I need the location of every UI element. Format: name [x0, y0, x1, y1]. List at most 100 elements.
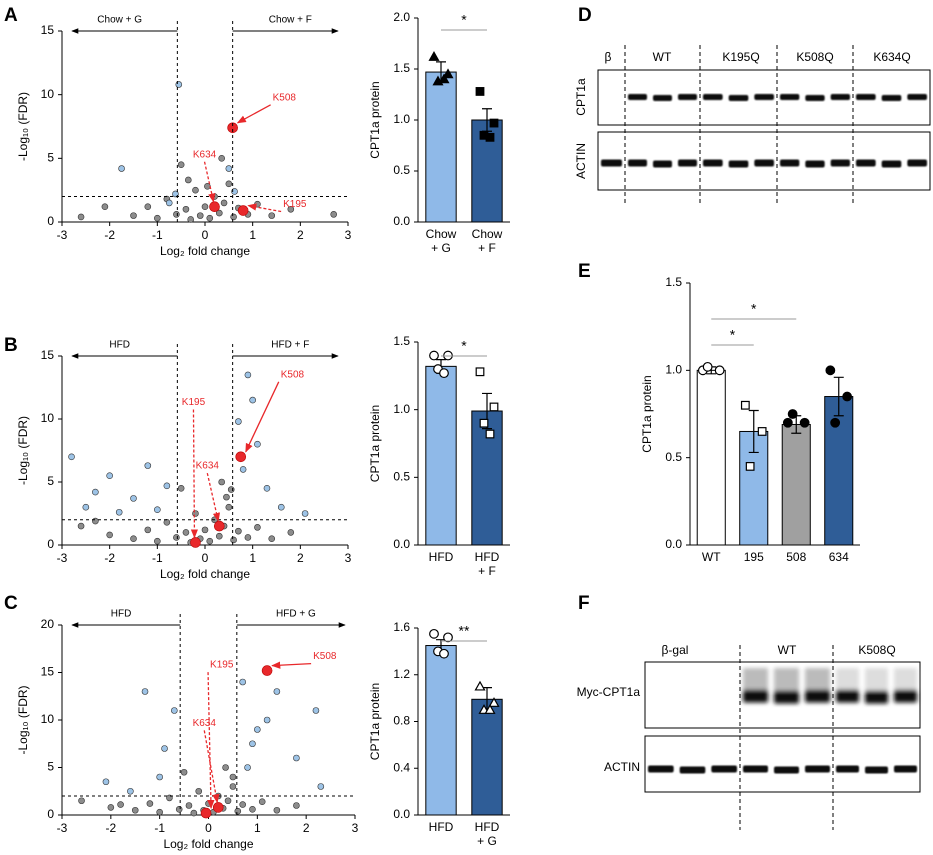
x-tick-label: Chow + G: [425, 227, 457, 255]
lane-label: K195Q: [722, 50, 759, 64]
data-point: [102, 778, 110, 786]
blot-smear: [805, 668, 830, 692]
annotation-arrow: [190, 409, 199, 539]
data-point: [218, 155, 225, 162]
data-point: [222, 764, 229, 771]
data-point: [190, 809, 198, 817]
blot-band: [774, 766, 799, 774]
data-point: [475, 87, 485, 96]
y-tick-label: 15: [41, 23, 55, 37]
x-tick-label: -3: [57, 821, 68, 835]
data-point: [225, 165, 233, 172]
blot-band: [703, 159, 723, 167]
data-point: [154, 506, 161, 514]
data-point: [131, 806, 139, 814]
y-axis-label: CPT1a protein: [368, 405, 382, 482]
data-point: [144, 462, 152, 469]
y-tick-label: 15: [41, 348, 55, 362]
blot-band: [856, 94, 876, 100]
data-point: [239, 678, 246, 686]
data-point: [206, 537, 214, 545]
data-point: [223, 493, 230, 501]
x-tick-label: -2: [104, 228, 115, 242]
annotation-arrow: [271, 661, 312, 669]
x-tick-label: -3: [57, 551, 68, 565]
blot-band: [805, 160, 825, 168]
data-point: [165, 199, 173, 207]
y-axis-label: CPT1a protein: [368, 683, 382, 760]
y-tick-label: 0.5: [393, 470, 410, 484]
blot-band: [805, 95, 825, 101]
data-point: [225, 180, 233, 188]
x-tick-label: 1: [254, 821, 261, 835]
data-point: [115, 508, 123, 516]
data-point: [799, 417, 810, 428]
panel-label: F: [578, 593, 590, 614]
y-tick-label: 0.0: [393, 214, 410, 228]
blot-band: [754, 94, 774, 100]
data-point: [787, 409, 798, 419]
x-tick-label: -2: [105, 821, 116, 835]
data-point: [261, 665, 273, 676]
blot-band: [679, 766, 706, 774]
x-tick-label: WT: [701, 550, 721, 564]
bar: [696, 369, 726, 546]
blot-band: [728, 95, 749, 101]
data-point: [130, 535, 137, 543]
blot-band: [836, 689, 859, 703]
annotation-arrow: [206, 472, 221, 522]
data-point: [216, 532, 223, 540]
data-point: [249, 740, 256, 748]
data-point: [443, 632, 453, 643]
lane-label: WT: [653, 50, 672, 64]
data-point: [237, 205, 249, 216]
data-point: [182, 205, 190, 213]
x-tick-label: Chow + F: [471, 227, 503, 255]
panel-label: A: [4, 5, 18, 26]
region-label: Chow + F: [269, 15, 312, 26]
data-point: [782, 417, 793, 428]
y-tick-label: 1.0: [393, 402, 410, 416]
data-point: [254, 524, 261, 531]
blot-band: [894, 689, 917, 703]
y-tick-label: 10: [41, 712, 55, 726]
y-tick-label: 1.5: [393, 334, 410, 348]
data-point: [190, 537, 201, 548]
data-point: [428, 51, 440, 61]
annotation-label: K508: [281, 369, 305, 380]
x-tick-label: -1: [154, 821, 165, 835]
y-tick-label: 5: [47, 760, 54, 774]
data-point: [268, 535, 276, 543]
y-tick-label: 1.5: [665, 275, 682, 289]
data-point: [68, 453, 75, 461]
data-point: [475, 367, 485, 377]
data-point: [101, 203, 109, 211]
x-tick-label: HFD: [428, 550, 454, 564]
data-point: [258, 798, 266, 806]
data-point: [485, 429, 495, 439]
blot-bands: [648, 765, 917, 774]
blot-band: [836, 765, 859, 773]
x-tick-label: HFD: [428, 820, 454, 834]
y-tick-label: 2.0: [393, 10, 410, 24]
blot-band: [881, 95, 902, 101]
data-point: [702, 361, 713, 372]
blot-smear: [836, 668, 859, 692]
y-tick-label: 1.0: [665, 363, 682, 377]
data-point: [156, 773, 163, 781]
data-point: [249, 396, 256, 404]
data-point: [144, 526, 152, 534]
significance-label: **: [459, 623, 470, 639]
blot-smear: [774, 668, 799, 692]
annotation-arrow: [236, 104, 271, 124]
significance-label: *: [461, 12, 467, 28]
y-tick-label: 1.6: [393, 620, 410, 634]
data-point: [195, 787, 203, 795]
blot-bands: [601, 159, 927, 168]
data-point: [201, 526, 209, 534]
significance-label: *: [730, 327, 736, 343]
data-point: [235, 527, 242, 535]
data-point: [438, 73, 450, 84]
data-point: [842, 391, 853, 402]
data-point: [244, 371, 252, 379]
